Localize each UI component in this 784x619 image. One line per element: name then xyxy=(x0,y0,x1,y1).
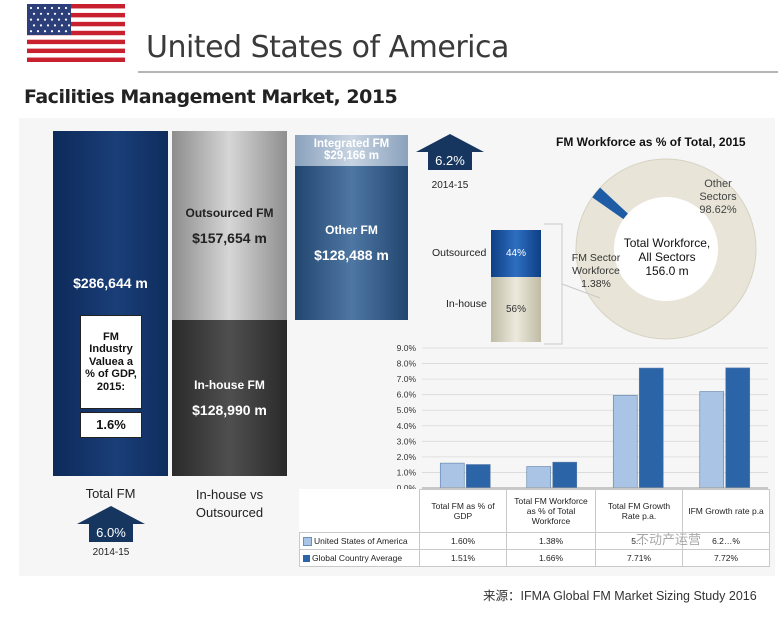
y-tick-label: 2.0% xyxy=(397,452,417,462)
table-cell: 1.38% xyxy=(506,532,596,550)
bar-us xyxy=(699,391,725,489)
growth-outsourced-value: 6.2% xyxy=(428,152,472,170)
inhouse-fm-block: In-house FM $128,990 m xyxy=(172,320,287,476)
table-header-cell: IFM Growth rate p.a xyxy=(682,489,770,533)
y-tick-label: 4.0% xyxy=(397,421,417,431)
table-cell: 1.66% xyxy=(506,549,596,567)
series-name-global: Global Country Average xyxy=(312,553,403,563)
split-label: In-house vs Outsourced xyxy=(195,487,264,520)
bar-us xyxy=(612,395,638,489)
bar-us xyxy=(526,466,552,489)
table-corner xyxy=(300,490,420,533)
other-fm-block: Other FM $128,488 m xyxy=(295,166,408,320)
inhouse-fm-value: $128,990 m xyxy=(192,402,267,418)
bar-global xyxy=(552,461,578,489)
series-name-cell: Global Country Average xyxy=(299,549,420,567)
bar-global xyxy=(638,367,664,489)
y-tick-label: 3.0% xyxy=(397,436,417,446)
us-flag-icon xyxy=(27,4,125,62)
integrated-fm-value: $29,166 m xyxy=(324,150,379,162)
y-tick-label: 0.0% xyxy=(397,483,417,492)
other-sectors-label: Other Sectors 98.62% xyxy=(688,178,748,217)
outsourced-fm-label: Outsourced FM xyxy=(185,205,274,220)
total-fm-label: Total FM xyxy=(85,486,136,501)
table-cell: 1.51% xyxy=(419,549,507,567)
table-header-cell: Total FM Workforce as % of Total Workfor… xyxy=(506,489,596,533)
growth-arrow-outsourced: 6.2% xyxy=(416,134,484,170)
table-header-cell: Total FM as % of GDP xyxy=(419,489,507,533)
table-header-cell: Total FM Growth Rate p.a. xyxy=(595,489,683,533)
other-fm-value: $128,488 m xyxy=(314,247,389,263)
y-tick-label: 5.0% xyxy=(397,405,417,415)
outsourced-fm-value: $157,654 m xyxy=(192,229,267,246)
watermark-text: 不动产运营 xyxy=(636,532,702,547)
growth-arrow-total: 6.0% xyxy=(77,506,145,542)
up-arrow-icon xyxy=(77,506,145,524)
fm-sector-pct: 1.38% xyxy=(581,278,611,290)
table-cell: 1.60% xyxy=(419,532,507,550)
integrated-fm-label: Integrated FM xyxy=(313,138,390,150)
legend-swatch-global xyxy=(303,555,310,563)
table-header-row: Total FM as % of GDP Total FM Workforce … xyxy=(300,489,770,533)
other-fm-label: Other FM xyxy=(325,223,378,237)
other-sectors-text: Other Sectors xyxy=(699,178,737,203)
title-divider xyxy=(138,71,778,73)
legend-swatch-us xyxy=(303,537,312,547)
gdp-share-value: 1.6% xyxy=(80,412,142,438)
up-arrow-icon xyxy=(416,134,484,152)
integrated-fm-block: Integrated FM $29,166 m xyxy=(295,135,408,166)
y-tick-label: 8.0% xyxy=(397,359,417,369)
growth-total-period: 2014-15 xyxy=(92,547,130,558)
total-workforce-label: Total Workforce, All Sectors xyxy=(623,236,711,264)
total-fm-value: $286,644 m xyxy=(73,275,148,291)
workforce-title: FM Workforce as % of Total, 2015 xyxy=(556,135,746,149)
other-sectors-pct: 98.62% xyxy=(699,204,737,216)
source-note: 来源：IFMA Global FM Market Sizing Study 20… xyxy=(483,589,757,603)
mini-inhouse-segment: 56% xyxy=(491,277,541,342)
inhouse-fm-label: In-house FM xyxy=(194,378,265,392)
mini-inhouse-label: In-house xyxy=(446,298,487,310)
fm-sector-text: FM Sector Workforce xyxy=(571,252,621,277)
mini-outsourced-segment: 44% xyxy=(491,230,541,277)
page-subtitle: Facilities Management Market, 2015 xyxy=(24,86,398,108)
outsourced-fm-block: Outsourced FM $157,654 m xyxy=(172,131,287,320)
growth-total-value: 6.0% xyxy=(89,524,133,542)
comparison-bar-chart: 0.0% 1.0% 2.0% 3.0% 4.0% 5.0% 6.0% 7.0% 8.0% 9.0% xyxy=(397,343,768,492)
y-tick-label: 1.0% xyxy=(397,467,417,477)
y-tick-label: 9.0% xyxy=(397,343,417,353)
comparison-data-table: Total FM as % of GDP Total FM Workforce … xyxy=(299,489,770,567)
mini-outsourced-label: Outsourced xyxy=(432,247,487,259)
table-row: Global Country Average 1.51% 1.66% 7.71%… xyxy=(299,549,770,567)
fm-sector-slice xyxy=(592,187,628,220)
workforce-donut xyxy=(575,158,757,340)
country-title: United States of America xyxy=(146,30,509,65)
series-name-us: United States of America xyxy=(314,535,408,546)
growth-outsourced-period: 2014-15 xyxy=(431,180,469,191)
total-workforce-value: 156.0 m xyxy=(645,264,689,278)
series-name-cell: United States of America xyxy=(299,532,420,550)
table-cell: 7.72% xyxy=(682,549,770,567)
callout-bracket xyxy=(544,223,601,345)
total-workforce-center: Total Workforce, All Sectors 156.0 m xyxy=(622,236,712,278)
fm-sector-label: FM Sector Workforce 1.38% xyxy=(568,252,624,291)
y-tick-label: 7.0% xyxy=(397,374,417,384)
gdp-share-label: FM Industry Valuea a % of GDP, 2015: xyxy=(80,315,142,409)
bar-global xyxy=(725,367,751,489)
table-cell: 7.71% xyxy=(595,549,683,567)
y-tick-label: 6.0% xyxy=(397,390,417,400)
bar-us xyxy=(439,462,465,489)
bar-global xyxy=(465,464,491,489)
